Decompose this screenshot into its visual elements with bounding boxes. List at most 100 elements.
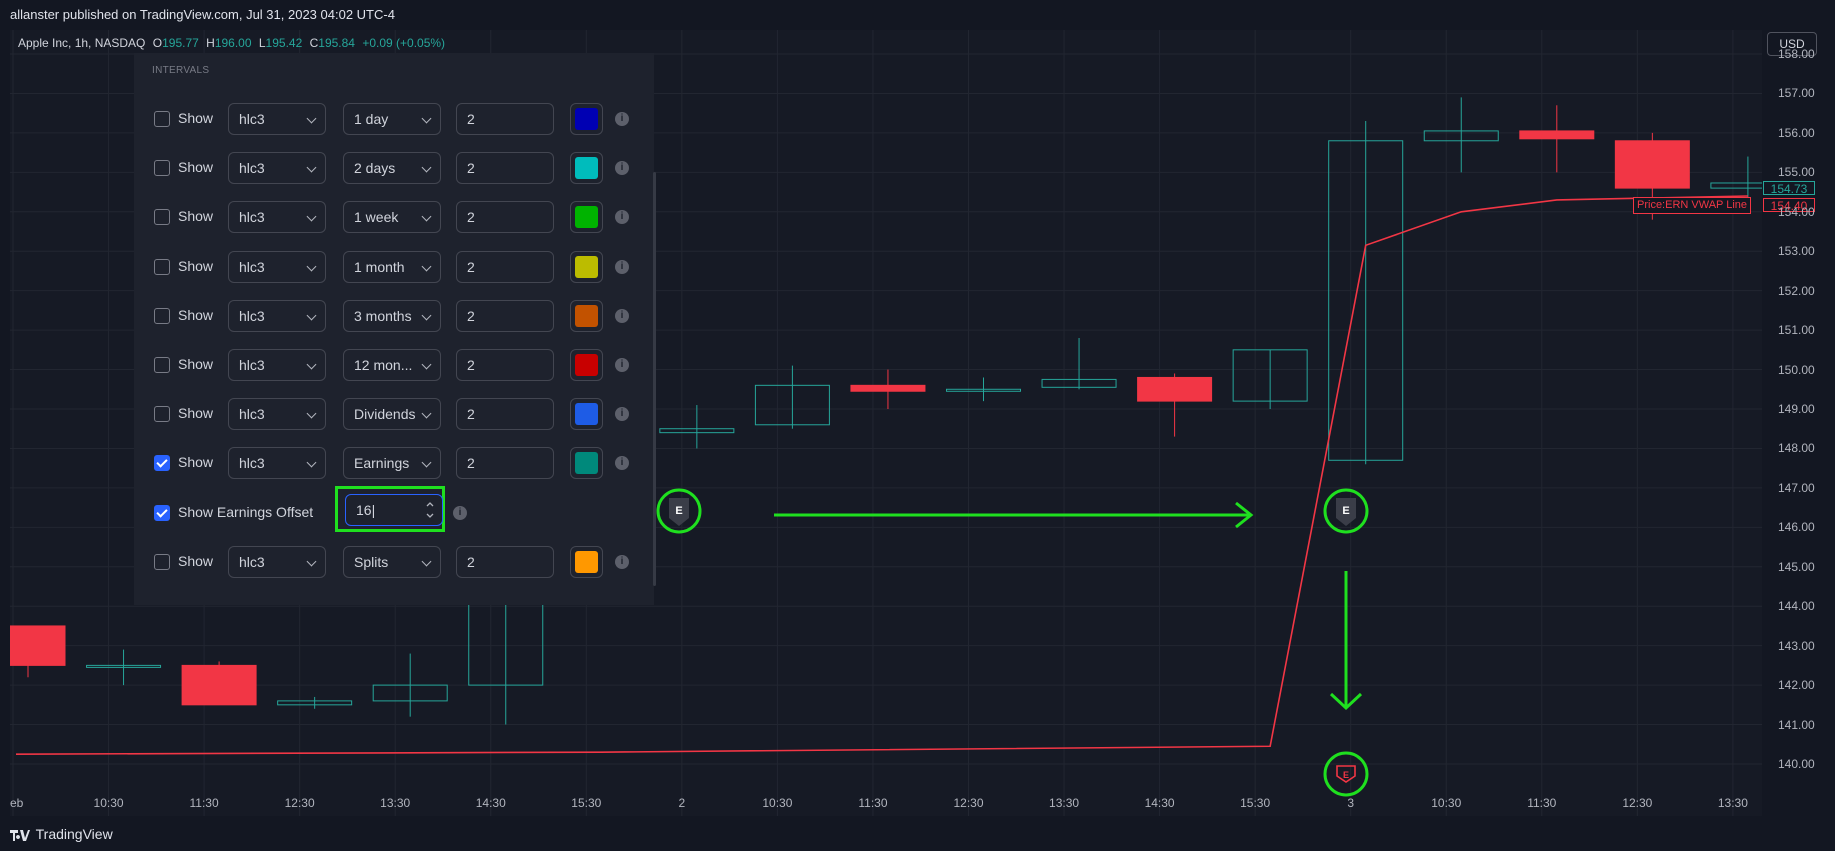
period-value: 1 day xyxy=(354,111,389,127)
offset-highlight-box xyxy=(335,486,445,532)
color-swatch[interactable] xyxy=(570,545,603,578)
info-icon[interactable]: i xyxy=(615,112,629,126)
color-swatch[interactable] xyxy=(570,250,603,283)
source-select[interactable]: hlc3 xyxy=(228,349,326,381)
show-checkbox[interactable] xyxy=(154,357,170,373)
show-checkbox[interactable] xyxy=(154,307,170,324)
earnings-marker-label: E xyxy=(1342,505,1349,517)
show-checkbox[interactable] xyxy=(154,455,170,472)
show-checkbox[interactable] xyxy=(154,111,170,127)
source-select[interactable]: hlc3 xyxy=(228,299,326,332)
period-value: 1 month xyxy=(354,258,405,275)
source-select[interactable]: hlc3 xyxy=(228,398,326,431)
source-select[interactable]: hlc3 xyxy=(228,201,326,234)
vwap-label: Price:ERN VWAP Line xyxy=(1633,197,1752,214)
color-swatch[interactable] xyxy=(570,447,603,480)
color-swatch[interactable] xyxy=(570,299,603,332)
period-select[interactable]: 1 day xyxy=(343,103,441,135)
source-select[interactable]: hlc3 xyxy=(228,447,326,480)
chevron-down-icon xyxy=(421,408,432,419)
length-input[interactable]: 2 xyxy=(456,545,554,578)
length-input[interactable]: 2 xyxy=(456,398,554,431)
color-swatch[interactable] xyxy=(570,398,603,431)
source-select[interactable]: hlc3 xyxy=(228,103,326,135)
vwap-price-tag: 154.40 xyxy=(1763,198,1815,213)
show-checkbox[interactable] xyxy=(154,553,170,570)
candle-body xyxy=(86,664,162,668)
source-select[interactable]: hlc3 xyxy=(228,545,326,578)
source-value: hlc3 xyxy=(239,111,265,127)
stepper-icon xyxy=(426,502,434,518)
show-earnings-offset-checkbox[interactable] xyxy=(154,504,170,521)
y-tick-label: 147.00 xyxy=(1778,480,1815,495)
x-tick-label: 14:30 xyxy=(475,796,506,810)
chevron-down-icon xyxy=(306,113,317,124)
show-checkbox[interactable] xyxy=(154,406,170,423)
color-swatch[interactable] xyxy=(570,349,603,381)
show-checkbox[interactable] xyxy=(154,160,170,177)
interval-row: Show hlc3 Dividends 2 i xyxy=(134,390,654,438)
period-select[interactable]: 1 month xyxy=(343,250,441,283)
length-input[interactable]: 2 xyxy=(456,299,554,332)
color-swatch[interactable] xyxy=(570,152,603,185)
info-icon[interactable]: i xyxy=(453,505,467,520)
info-icon[interactable]: i xyxy=(615,407,629,422)
chevron-down-icon xyxy=(306,162,317,173)
interval-row: Show hlc3 Earnings 2 i xyxy=(134,439,654,487)
earnings-offset-input[interactable]: 16| xyxy=(345,494,443,526)
period-select[interactable]: 2 days xyxy=(343,152,441,185)
earnings-pin-icon xyxy=(1336,498,1356,526)
color-fill xyxy=(575,304,598,327)
chevron-down-icon xyxy=(306,556,317,567)
candle-body xyxy=(1710,182,1762,189)
period-select[interactable]: Earnings xyxy=(343,447,441,480)
candle-body xyxy=(277,700,353,706)
footer-brand: TradingView xyxy=(35,826,113,842)
source-value: hlc3 xyxy=(239,307,265,324)
period-select[interactable]: Splits xyxy=(343,545,441,578)
info-icon[interactable]: i xyxy=(615,161,629,176)
info-icon[interactable]: i xyxy=(615,308,629,323)
info-icon[interactable]: i xyxy=(615,554,629,569)
show-checkbox[interactable] xyxy=(154,209,170,226)
color-fill xyxy=(575,255,598,278)
close-value: 195.84 xyxy=(318,36,355,50)
candle-body xyxy=(1519,130,1595,140)
color-fill xyxy=(575,354,598,376)
highlight-circle xyxy=(1323,751,1369,797)
interval-row: Show hlc3 1 day 2 i xyxy=(134,95,654,143)
x-tick-label: 3 xyxy=(1347,796,1355,810)
info-icon[interactable]: i xyxy=(615,358,629,372)
length-input[interactable]: 2 xyxy=(456,250,554,283)
period-value: Dividends xyxy=(354,406,416,423)
info-icon[interactable]: i xyxy=(615,210,629,225)
x-tick-label: 11:30 xyxy=(1527,796,1557,810)
length-input[interactable]: 2 xyxy=(456,349,554,381)
y-tick-label: 140.00 xyxy=(1778,757,1815,771)
y-tick-label: 155.00 xyxy=(1778,165,1815,180)
info-icon[interactable]: i xyxy=(615,456,629,471)
length-input[interactable]: 2 xyxy=(456,201,554,234)
x-tick-label: 15:30 xyxy=(571,796,602,810)
y-tick-label: 157.00 xyxy=(1778,86,1815,101)
period-select[interactable]: 3 months xyxy=(343,299,441,332)
currency-button[interactable]: USD xyxy=(1767,32,1817,56)
period-select[interactable]: 1 week xyxy=(343,201,441,234)
color-fill xyxy=(575,403,598,426)
color-swatch[interactable] xyxy=(570,201,603,234)
highlight-circle xyxy=(1323,488,1369,534)
color-swatch[interactable] xyxy=(570,103,603,135)
x-tick-label: 15:30 xyxy=(1240,796,1271,810)
x-tick-label: 10:30 xyxy=(1431,796,1462,810)
length-input[interactable]: 2 xyxy=(456,103,554,135)
period-select[interactable]: 12 mon... xyxy=(343,349,441,381)
source-select[interactable]: hlc3 xyxy=(228,250,326,283)
x-tick-label: 13:30 xyxy=(380,796,411,810)
panel-scrollbar[interactable] xyxy=(653,172,656,586)
info-icon[interactable]: i xyxy=(615,259,629,274)
length-input[interactable]: 2 xyxy=(456,152,554,185)
period-select[interactable]: Dividends xyxy=(343,398,441,431)
length-input[interactable]: 2 xyxy=(456,447,554,480)
show-checkbox[interactable] xyxy=(154,258,170,275)
source-select[interactable]: hlc3 xyxy=(228,152,326,185)
